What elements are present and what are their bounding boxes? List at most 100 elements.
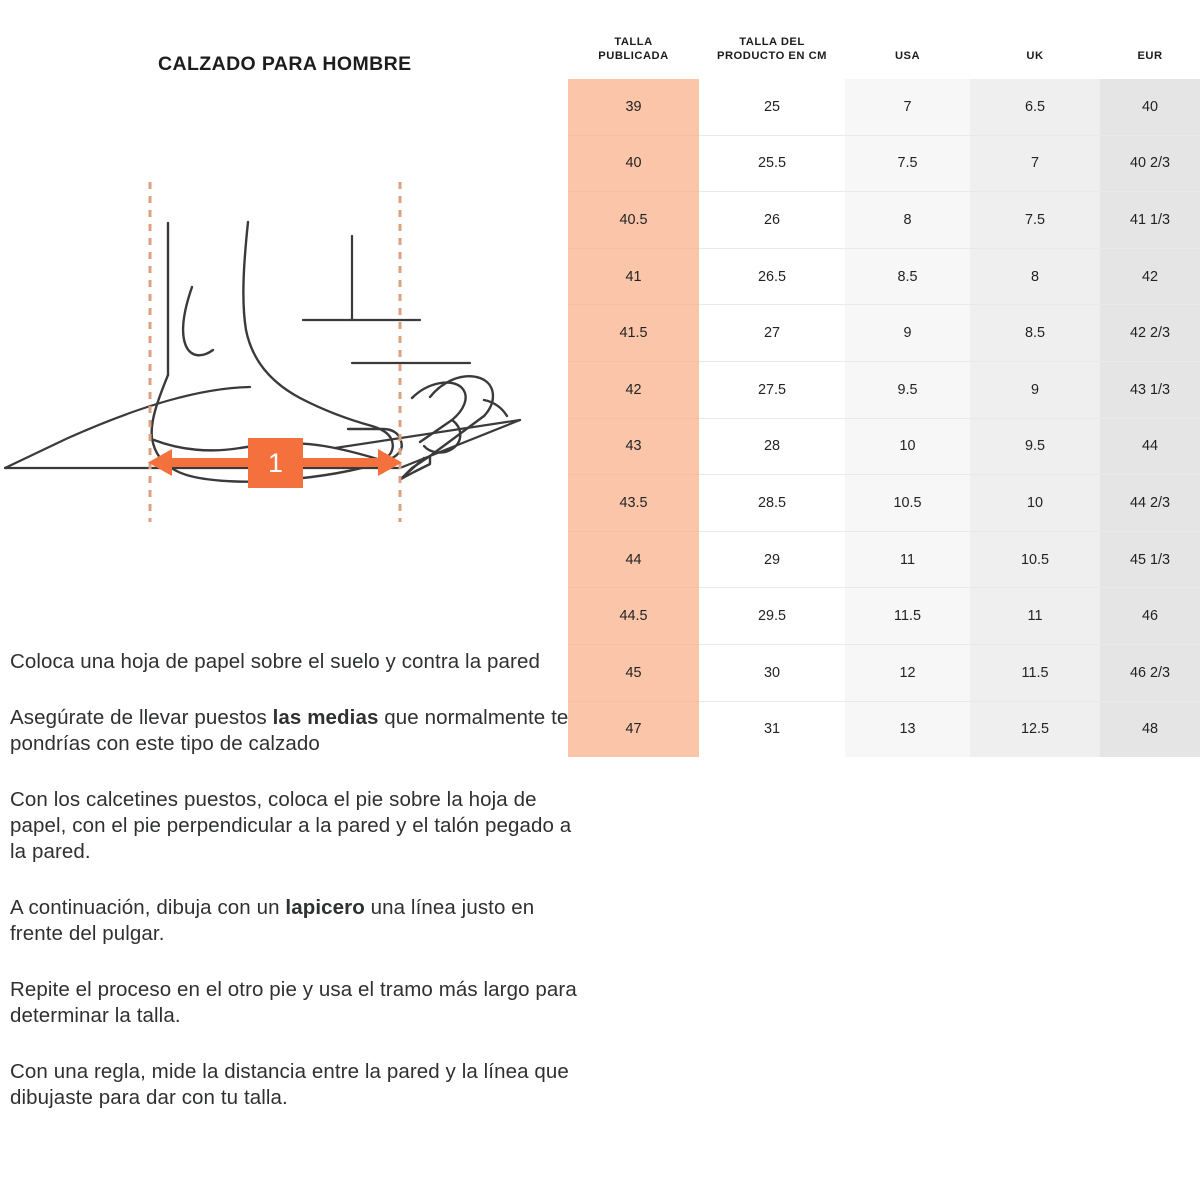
header-line-1: TALLA [614, 36, 653, 48]
table-cell-eur: 41 1/3 [1100, 191, 1200, 249]
instruction-step-1: Coloca una hoja de papel sobre el suelo … [10, 649, 590, 675]
table-cell-uk: 10.5 [970, 531, 1100, 589]
instruction-text-before: Coloca una hoja de papel sobre el suelo … [10, 649, 540, 673]
column-header-talla-publicada: TALLA PUBLICADA [568, 36, 699, 79]
size-conversion-table: TALLA PUBLICADA TALLA DEL PRODUCTO EN CM… [568, 36, 1200, 758]
paper-far-edge [333, 418, 522, 450]
table-cell-usa: 11 [845, 531, 970, 589]
paper-top-edge [3, 385, 252, 470]
table-cell-usa: 11.5 [845, 587, 970, 645]
table-cell-eur: 42 [1100, 248, 1200, 306]
paper-right-edge [398, 418, 522, 470]
table-cell-usa: 7 [845, 79, 970, 136]
table-row: 44 29 11 10.5 45 1/3 [568, 531, 1200, 589]
table-cell-uk: 6.5 [970, 79, 1100, 136]
foot-measurement-illustration: 1 [3, 182, 522, 522]
table-cell-eur: 44 2/3 [1100, 474, 1200, 532]
table-row: 39 25 7 6.5 40 [568, 79, 1200, 136]
table-cell-published: 47 [568, 701, 699, 758]
shin-instep-path [242, 220, 394, 464]
table-row: 43.5 28.5 10.5 10 44 2/3 [568, 474, 1200, 532]
table-cell-uk: 10 [970, 474, 1100, 532]
instruction-text-before: Repite el proceso en el otro pie y usa e… [10, 977, 577, 1027]
paper-and-wall-group [3, 234, 522, 470]
table-cell-eur: 40 2/3 [1100, 135, 1200, 193]
instruction-text-before: Con una regla, mide la distancia entre l… [10, 1059, 569, 1109]
table-cell-usa: 12 [845, 644, 970, 702]
table-cell-published: 43 [568, 418, 699, 476]
instruction-text-after: una línea justo en frente del pulgar. [10, 895, 535, 945]
instruction-text-before: Asegúrate de llevar puestos [10, 705, 273, 729]
table-cell-usa: 13 [845, 701, 970, 758]
table-cell-published: 39 [568, 79, 699, 136]
table-row: 44.5 29.5 11.5 11 46 [568, 587, 1200, 645]
table-row: 47 31 13 12.5 48 [568, 701, 1200, 758]
step-badge-label: 1 [268, 448, 283, 478]
table-cell-cm: 26.5 [699, 248, 845, 306]
table-cell-published: 41 [568, 248, 699, 306]
table-cell-published: 40.5 [568, 191, 699, 249]
table-cell-published: 43.5 [568, 474, 699, 532]
table-cell-usa: 8 [845, 191, 970, 249]
column-header-eur: EUR [1100, 36, 1200, 79]
table-cell-eur: 48 [1100, 701, 1200, 758]
hand-with-pencil-group [399, 375, 509, 481]
thumb-path [410, 381, 467, 444]
table-row: 40.5 26 8 7.5 41 1/3 [568, 191, 1200, 249]
instructions-list: Coloca una hoja de papel sobre el suelo … [10, 628, 590, 1111]
table-cell-uk: 9.5 [970, 418, 1100, 476]
table-cell-published: 41.5 [568, 304, 699, 362]
table-cell-cm: 31 [699, 701, 845, 758]
table-cell-usa: 8.5 [845, 248, 970, 306]
step-badge-group: 1 [248, 438, 303, 488]
instruction-step-4: A continuación, dibuja con un lapicero u… [10, 895, 590, 947]
table-cell-uk: 9 [970, 361, 1100, 419]
table-cell-published: 44.5 [568, 587, 699, 645]
header-line-2: PRODUCTO EN CM [717, 49, 827, 62]
table-cell-cm: 27.5 [699, 361, 845, 419]
page-title: CALZADO PARA HOMBRE [158, 53, 412, 75]
table-cell-usa: 10.5 [845, 474, 970, 532]
table-row: 45 30 12 11.5 46 2/3 [568, 644, 1200, 702]
table-cell-eur: 45 1/3 [1100, 531, 1200, 589]
table-row: 42 27.5 9.5 9 43 1/3 [568, 361, 1200, 419]
pencil-body-path [428, 375, 495, 458]
table-cell-uk: 8.5 [970, 304, 1100, 362]
table-cell-eur: 40 [1100, 79, 1200, 136]
table-cell-cm: 28 [699, 418, 845, 476]
table-cell-published: 42 [568, 361, 699, 419]
table-cell-usa: 9.5 [845, 361, 970, 419]
header-line-1: UK [1026, 49, 1044, 62]
table-cell-uk: 12.5 [970, 701, 1100, 758]
table-row: 41 26.5 8.5 8 42 [568, 248, 1200, 306]
table-cell-cm: 28.5 [699, 474, 845, 532]
instruction-text-before: A continuación, dibuja con un [10, 895, 286, 919]
ankle-bone-path [181, 285, 215, 357]
instruction-step-2: Asegúrate de llevar puestos las medias q… [10, 705, 590, 757]
header-line-1: EUR [1137, 49, 1163, 62]
instruction-text-bold: las medias [272, 705, 379, 729]
size-table-header-row: TALLA PUBLICADA TALLA DEL PRODUCTO EN CM… [568, 36, 1200, 79]
table-cell-published: 45 [568, 644, 699, 702]
column-header-talla-producto-cm: TALLA DEL PRODUCTO EN CM [699, 36, 845, 79]
table-cell-cm: 29 [699, 531, 845, 589]
table-cell-uk: 11 [970, 587, 1100, 645]
table-cell-uk: 7 [970, 135, 1100, 193]
table-cell-eur: 43 1/3 [1100, 361, 1200, 419]
table-cell-uk: 11.5 [970, 644, 1100, 702]
instruction-step-3: Con los calcetines puestos, coloca el pi… [10, 787, 590, 865]
table-row: 43 28 10 9.5 44 [568, 418, 1200, 476]
instruction-step-6: Con una regla, mide la distancia entre l… [10, 1059, 590, 1111]
table-cell-cm: 25 [699, 79, 845, 136]
table-cell-cm: 27 [699, 304, 845, 362]
table-row: 41.5 27 9 8.5 42 2/3 [568, 304, 1200, 362]
header-line-2: PUBLICADA [598, 49, 669, 62]
table-cell-cm: 25.5 [699, 135, 845, 193]
table-cell-eur: 42 2/3 [1100, 304, 1200, 362]
instruction-text-after: que normalmente te pondrías con este tip… [10, 705, 569, 755]
table-cell-eur: 46 2/3 [1100, 644, 1200, 702]
table-cell-cm: 26 [699, 191, 845, 249]
table-cell-published: 44 [568, 531, 699, 589]
table-cell-cm: 29.5 [699, 587, 845, 645]
table-cell-cm: 30 [699, 644, 845, 702]
